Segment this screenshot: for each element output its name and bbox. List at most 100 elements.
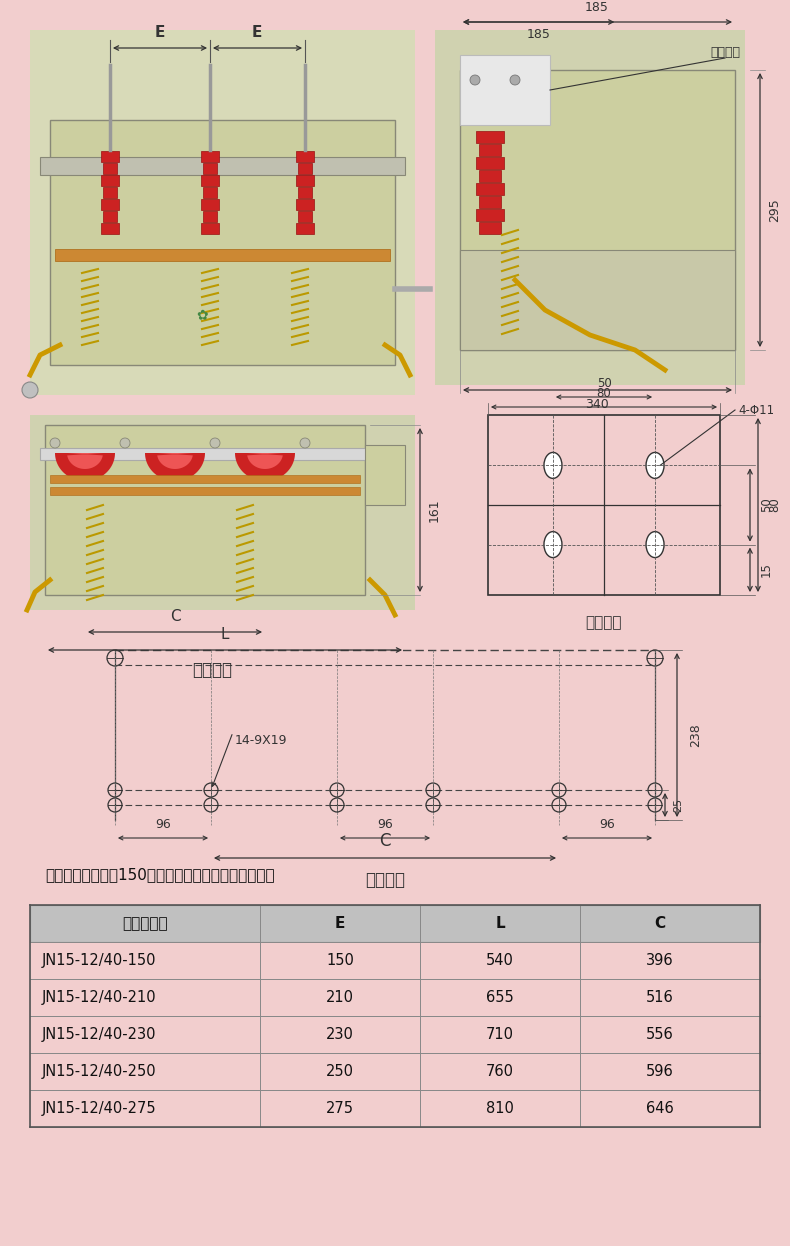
Bar	[365, 445, 405, 505]
Text: 250: 250	[326, 1064, 354, 1079]
Bar	[30, 30, 415, 395]
Bar	[30, 415, 415, 611]
Bar	[103, 211, 117, 222]
Text: 150: 150	[326, 953, 354, 968]
Bar	[40, 449, 370, 460]
Text: 15: 15	[760, 562, 773, 577]
Bar	[201, 174, 219, 186]
Text: 4-Φ11: 4-Φ11	[738, 404, 774, 416]
Bar	[50, 487, 360, 495]
Text: 540: 540	[486, 953, 514, 968]
Bar	[476, 131, 504, 143]
Bar	[30, 942, 760, 979]
Text: 646: 646	[646, 1101, 674, 1116]
Text: 710: 710	[486, 1027, 514, 1042]
Bar	[298, 163, 312, 174]
Text: 外开尺寸: 外开尺寸	[192, 660, 232, 679]
Text: JN15-12/40-210: JN15-12/40-210	[42, 991, 156, 1006]
Bar	[460, 70, 735, 350]
Bar	[101, 174, 119, 186]
Text: 238: 238	[689, 723, 702, 746]
Bar	[296, 199, 314, 211]
Bar	[203, 211, 217, 222]
Polygon shape	[145, 454, 205, 481]
Text: 596: 596	[646, 1064, 674, 1079]
Bar	[298, 187, 312, 198]
Bar	[55, 249, 390, 260]
Text: E: E	[155, 25, 165, 40]
Bar	[479, 169, 501, 182]
Bar	[201, 199, 219, 211]
Ellipse shape	[544, 532, 562, 558]
Polygon shape	[157, 454, 193, 468]
Circle shape	[50, 439, 60, 449]
Bar	[201, 223, 219, 234]
Text: C: C	[170, 609, 180, 624]
Bar	[30, 1053, 760, 1090]
Bar	[201, 151, 219, 162]
Text: E: E	[335, 916, 345, 931]
Circle shape	[22, 383, 38, 397]
Bar	[488, 415, 720, 596]
Text: 810: 810	[486, 1101, 514, 1116]
Bar	[479, 222, 501, 234]
Bar	[203, 163, 217, 174]
Ellipse shape	[544, 452, 562, 478]
Text: 556: 556	[646, 1027, 674, 1042]
Bar	[296, 151, 314, 162]
Text: 96: 96	[599, 819, 615, 831]
Text: L: L	[220, 627, 229, 642]
Bar	[50, 475, 360, 483]
Text: JN15-12/40-275: JN15-12/40-275	[42, 1101, 156, 1116]
Text: E: E	[252, 25, 262, 40]
Circle shape	[300, 439, 310, 449]
Text: 注：极间中心距为150的装绝缘隔板，其余无绝缘隔板: 注：极间中心距为150的装绝缘隔板，其余无绝缘隔板	[45, 867, 275, 882]
Bar	[298, 211, 312, 222]
Bar	[435, 30, 745, 385]
Text: 80: 80	[596, 388, 611, 400]
Text: ✿: ✿	[196, 308, 208, 321]
Bar	[30, 1015, 760, 1053]
Text: 接线端子: 接线端子	[585, 616, 623, 630]
Bar	[203, 187, 217, 198]
Text: L: L	[495, 916, 505, 931]
Circle shape	[510, 75, 520, 85]
Ellipse shape	[646, 452, 664, 478]
Bar	[101, 151, 119, 162]
Text: 760: 760	[486, 1064, 514, 1079]
Text: 14-9X19: 14-9X19	[235, 734, 288, 746]
Circle shape	[470, 75, 480, 85]
Text: 275: 275	[326, 1101, 354, 1116]
Text: 50: 50	[760, 497, 773, 512]
Bar	[476, 209, 504, 221]
Text: 655: 655	[486, 991, 514, 1006]
Text: 161: 161	[428, 498, 441, 522]
Text: JN15-12/40-150: JN15-12/40-150	[42, 953, 156, 968]
Text: 340: 340	[585, 397, 609, 411]
Text: 96: 96	[155, 819, 171, 831]
Text: 185: 185	[585, 1, 609, 14]
Bar	[460, 250, 735, 350]
Bar	[30, 1090, 760, 1126]
Circle shape	[120, 439, 130, 449]
Text: 210: 210	[326, 991, 354, 1006]
Text: 396: 396	[646, 953, 674, 968]
Bar	[30, 905, 760, 942]
Text: 安装尺寸: 安装尺寸	[365, 871, 405, 888]
Circle shape	[210, 439, 220, 449]
Bar	[50, 120, 395, 365]
Bar	[103, 187, 117, 198]
Bar	[30, 979, 760, 1015]
Text: 185: 185	[527, 27, 551, 41]
Text: C: C	[654, 916, 665, 931]
Bar	[40, 157, 405, 174]
Bar	[476, 183, 504, 196]
Bar	[101, 223, 119, 234]
Bar	[296, 174, 314, 186]
Text: C: C	[379, 832, 391, 850]
Text: 25: 25	[673, 797, 683, 812]
Bar	[101, 199, 119, 211]
Bar	[103, 163, 117, 174]
Text: 绝缘隔板: 绝缘隔板	[710, 46, 740, 59]
Polygon shape	[235, 454, 295, 481]
